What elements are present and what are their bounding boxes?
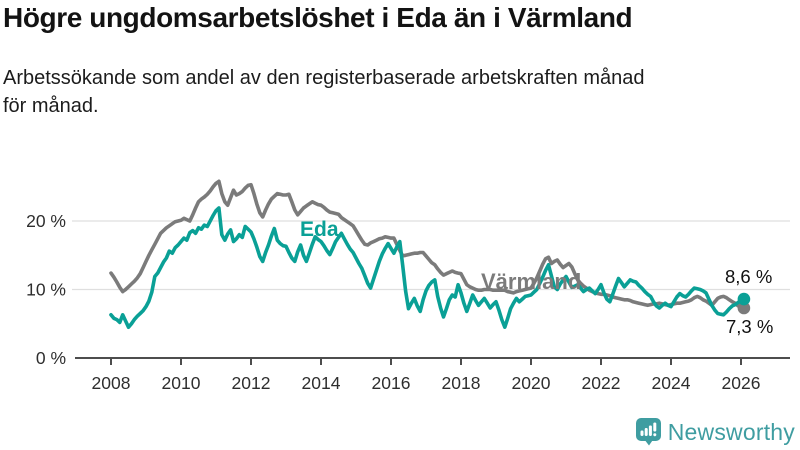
end-value-label-varmland: 7,3 % (726, 316, 773, 337)
end-dot-värmland (737, 301, 751, 315)
y-tick-label: 20 % (26, 211, 66, 231)
newsworthy-logo: Newsworthy (635, 418, 795, 446)
exclamation-dot (653, 433, 657, 437)
newsworthy-wordmark: Newsworthy (667, 418, 795, 445)
y-tick-label: 0 % (36, 348, 66, 368)
bar-3 (648, 425, 652, 436)
end-value-label-eda: 8,6 % (725, 266, 772, 287)
newsworthy-bubble-chart-icon (635, 418, 661, 446)
exclamation-stem (653, 422, 657, 432)
gridlines-group (72, 220, 790, 291)
annotations-group: Eda Värmland 8,6 % 7,3 % (300, 218, 773, 337)
bar-1 (640, 430, 644, 436)
x-tick-label: 2012 (232, 373, 271, 393)
x-tick-label: 2024 (652, 373, 691, 393)
x-tick-label: 2026 (722, 373, 761, 393)
series-label-eda: Eda (300, 218, 339, 241)
y-tick-labels-group: 0 % 10 % 20 % (26, 211, 66, 368)
x-tick-label: 2022 (582, 373, 621, 393)
y-tick-label: 10 % (26, 280, 66, 300)
axis-group (75, 357, 790, 365)
bar-2 (644, 428, 648, 436)
page-title: Högre ungdomsarbetslöshet i Eda än i Vär… (3, 2, 633, 33)
x-tick-label: 2010 (162, 373, 201, 393)
x-tick-labels-group: 2008 2010 2012 2014 2016 2018 2020 2022 2024 2026 (92, 373, 761, 393)
x-tick-label: 2020 (512, 373, 551, 393)
end-dot-eda (737, 292, 751, 306)
x-tick-label: 2008 (92, 373, 131, 393)
x-tick-label: 2018 (442, 373, 481, 393)
line-eda (109, 206, 746, 330)
page-subtitle: Arbetssökande som andel av den registerb… (3, 67, 645, 118)
series-group (109, 179, 751, 330)
x-tick-label: 2014 (302, 373, 341, 393)
series-label-varmland: Värmland (481, 269, 581, 294)
line-värmland (109, 179, 746, 310)
x-tick-label: 2016 (372, 373, 411, 393)
